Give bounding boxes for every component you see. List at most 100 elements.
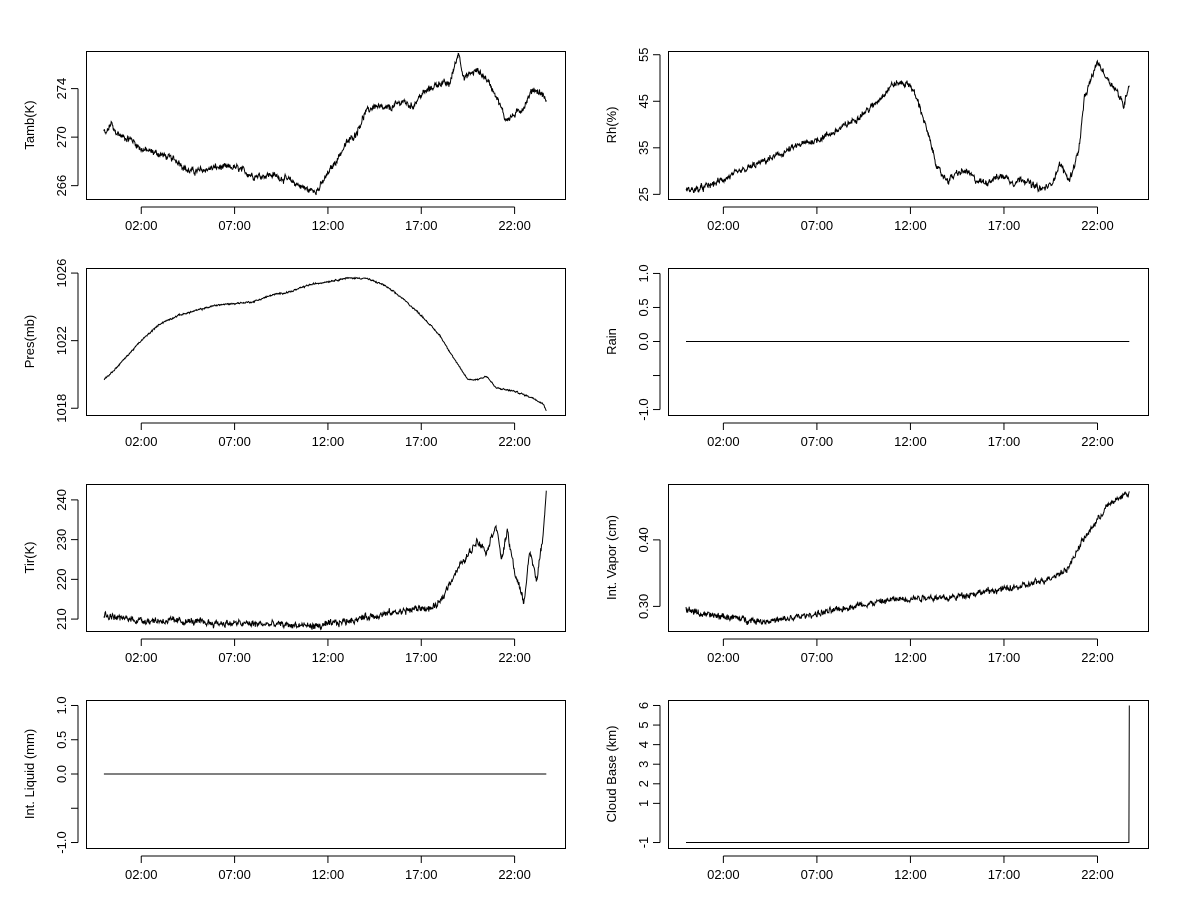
x-tick-label: 12:00 [894, 867, 927, 882]
x-tick-label: 17:00 [405, 434, 438, 449]
x-tick-label: 17:00 [405, 218, 438, 233]
y-tick-label: 0.5 [636, 298, 651, 316]
series-line [686, 705, 1130, 843]
x-tick-label: 02:00 [125, 434, 158, 449]
y-tick-label: 220 [54, 568, 69, 590]
series-line [685, 59, 1130, 194]
y-tick-label: 0.5 [54, 731, 69, 749]
x-tick-label: 17:00 [988, 434, 1021, 449]
x-tick-label: 12:00 [894, 434, 927, 449]
x-tick-label: 12:00 [894, 218, 927, 233]
y-axis-title: Cloud Base (km) [604, 726, 619, 823]
x-tick-label: 02:00 [125, 218, 158, 233]
plot-frame [86, 700, 566, 849]
x-tick-label: 12:00 [312, 218, 345, 233]
panel-4: 02:00 07:00 12:00 17:00 22:00 -1.0 0.0 0.5 1.0 Ra… [604, 264, 1149, 449]
plot-frame [668, 484, 1149, 632]
y-tick-label: 35 [636, 141, 651, 155]
panel-8: 02:00 07:00 12:00 17:00 22:00 -1 1 2 3 4 5 6 Cloud B… [604, 700, 1149, 882]
x-tick-label: 02:00 [707, 434, 740, 449]
plot-frame [668, 700, 1149, 849]
x-tick-label: 07:00 [218, 867, 251, 882]
y-tick-label: 270 [54, 126, 69, 148]
x-tick-label: 07:00 [801, 650, 834, 665]
x-tick-label: 02:00 [125, 867, 158, 882]
x-tick-label: 22:00 [1081, 867, 1114, 882]
x-tick-label: 02:00 [707, 218, 740, 233]
x-tick-label: 12:00 [312, 434, 345, 449]
plot-frame [86, 484, 566, 632]
panel-7: 02:00 07:00 12:00 17:00 22:00 -1.0 0.0 0.5 1.0 In… [22, 696, 566, 882]
y-tick-label: 230 [54, 529, 69, 551]
y-tick-label: -1.0 [636, 398, 651, 420]
x-tick-label: 12:00 [312, 650, 345, 665]
x-tick-label: 07:00 [801, 218, 834, 233]
plot-frame [668, 268, 1149, 416]
y-tick-label: 1026 [54, 259, 69, 288]
y-tick-label: 266 [54, 175, 69, 197]
panel-3: 02:00 07:00 12:00 17:00 22:00 1018 1022 1026 Pre… [22, 259, 566, 449]
series-line [103, 52, 547, 196]
y-tick-label: 2 [636, 780, 651, 787]
panel-6: 02:00 07:00 12:00 17:00 22:00 0.30 0.40 Int. Va… [604, 484, 1149, 665]
series-line [103, 490, 547, 631]
y-axis-title: Pres(mb) [22, 315, 37, 368]
x-tick-label: 22:00 [498, 867, 531, 882]
y-axis-title: Rh(%) [604, 107, 619, 144]
x-tick-label: 17:00 [405, 650, 438, 665]
x-tick-label: 17:00 [988, 650, 1021, 665]
y-tick-label: 0.30 [636, 594, 651, 619]
y-tick-label: 0.0 [636, 332, 651, 350]
x-tick-label: 02:00 [707, 650, 740, 665]
x-tick-label: 22:00 [1081, 650, 1114, 665]
plot-frame [86, 51, 566, 200]
x-tick-label: 07:00 [218, 434, 251, 449]
x-tick-label: 07:00 [218, 650, 251, 665]
x-tick-label: 07:00 [218, 218, 251, 233]
y-tick-label: -1.0 [54, 831, 69, 853]
y-tick-label: 3 [636, 761, 651, 768]
x-tick-label: 22:00 [498, 434, 531, 449]
y-tick-label: 4 [636, 741, 651, 748]
y-tick-label: 1 [636, 800, 651, 807]
plot-frame [668, 51, 1149, 200]
y-tick-label: 1022 [54, 326, 69, 355]
y-axis-title: Int. Liquid (mm) [22, 729, 37, 819]
x-tick-label: 17:00 [988, 867, 1021, 882]
y-tick-label: 240 [54, 489, 69, 511]
x-tick-label: 17:00 [988, 218, 1021, 233]
y-axis-title: Tir(K) [22, 541, 37, 573]
y-tick-label: 274 [54, 78, 69, 100]
y-tick-label: 1018 [54, 394, 69, 423]
panel-1: 02:00 07:00 12:00 17:00 22:00 266 270 274 Tamb(K… [22, 51, 566, 233]
y-tick-label: 6 [636, 702, 651, 709]
y-axis-title: Rain [604, 328, 619, 355]
y-tick-label: 25 [636, 187, 651, 201]
x-tick-label: 17:00 [405, 867, 438, 882]
y-tick-label: 0.0 [54, 765, 69, 783]
series-line [103, 276, 547, 412]
series-line [685, 490, 1130, 626]
x-tick-label: 22:00 [498, 650, 531, 665]
y-tick-label: 5 [636, 721, 651, 728]
panel-2: 02:00 07:00 12:00 17:00 22:00 25 35 45 55 Rh(%) [604, 47, 1149, 233]
y-tick-label: 55 [636, 47, 651, 61]
panel-5: 02:00 07:00 12:00 17:00 22:00 210 220 230 240 Tir… [22, 484, 566, 665]
y-tick-label: 45 [636, 94, 651, 108]
y-axis-title: Int. Vapor (cm) [604, 515, 619, 600]
y-tick-label: 0.40 [636, 527, 651, 552]
x-tick-label: 07:00 [801, 867, 834, 882]
y-axis-title: Tamb(K) [22, 100, 37, 149]
x-tick-label: 12:00 [894, 650, 927, 665]
x-tick-label: 22:00 [498, 218, 531, 233]
x-tick-label: 12:00 [312, 867, 345, 882]
y-tick-label: -1 [636, 837, 651, 849]
y-tick-label: 1.0 [636, 264, 651, 282]
x-tick-label: 02:00 [125, 650, 158, 665]
x-tick-label: 02:00 [707, 867, 740, 882]
x-tick-label: 22:00 [1081, 434, 1114, 449]
x-tick-label: 07:00 [801, 434, 834, 449]
y-tick-label: 1.0 [54, 696, 69, 714]
plot-frame [86, 268, 566, 416]
